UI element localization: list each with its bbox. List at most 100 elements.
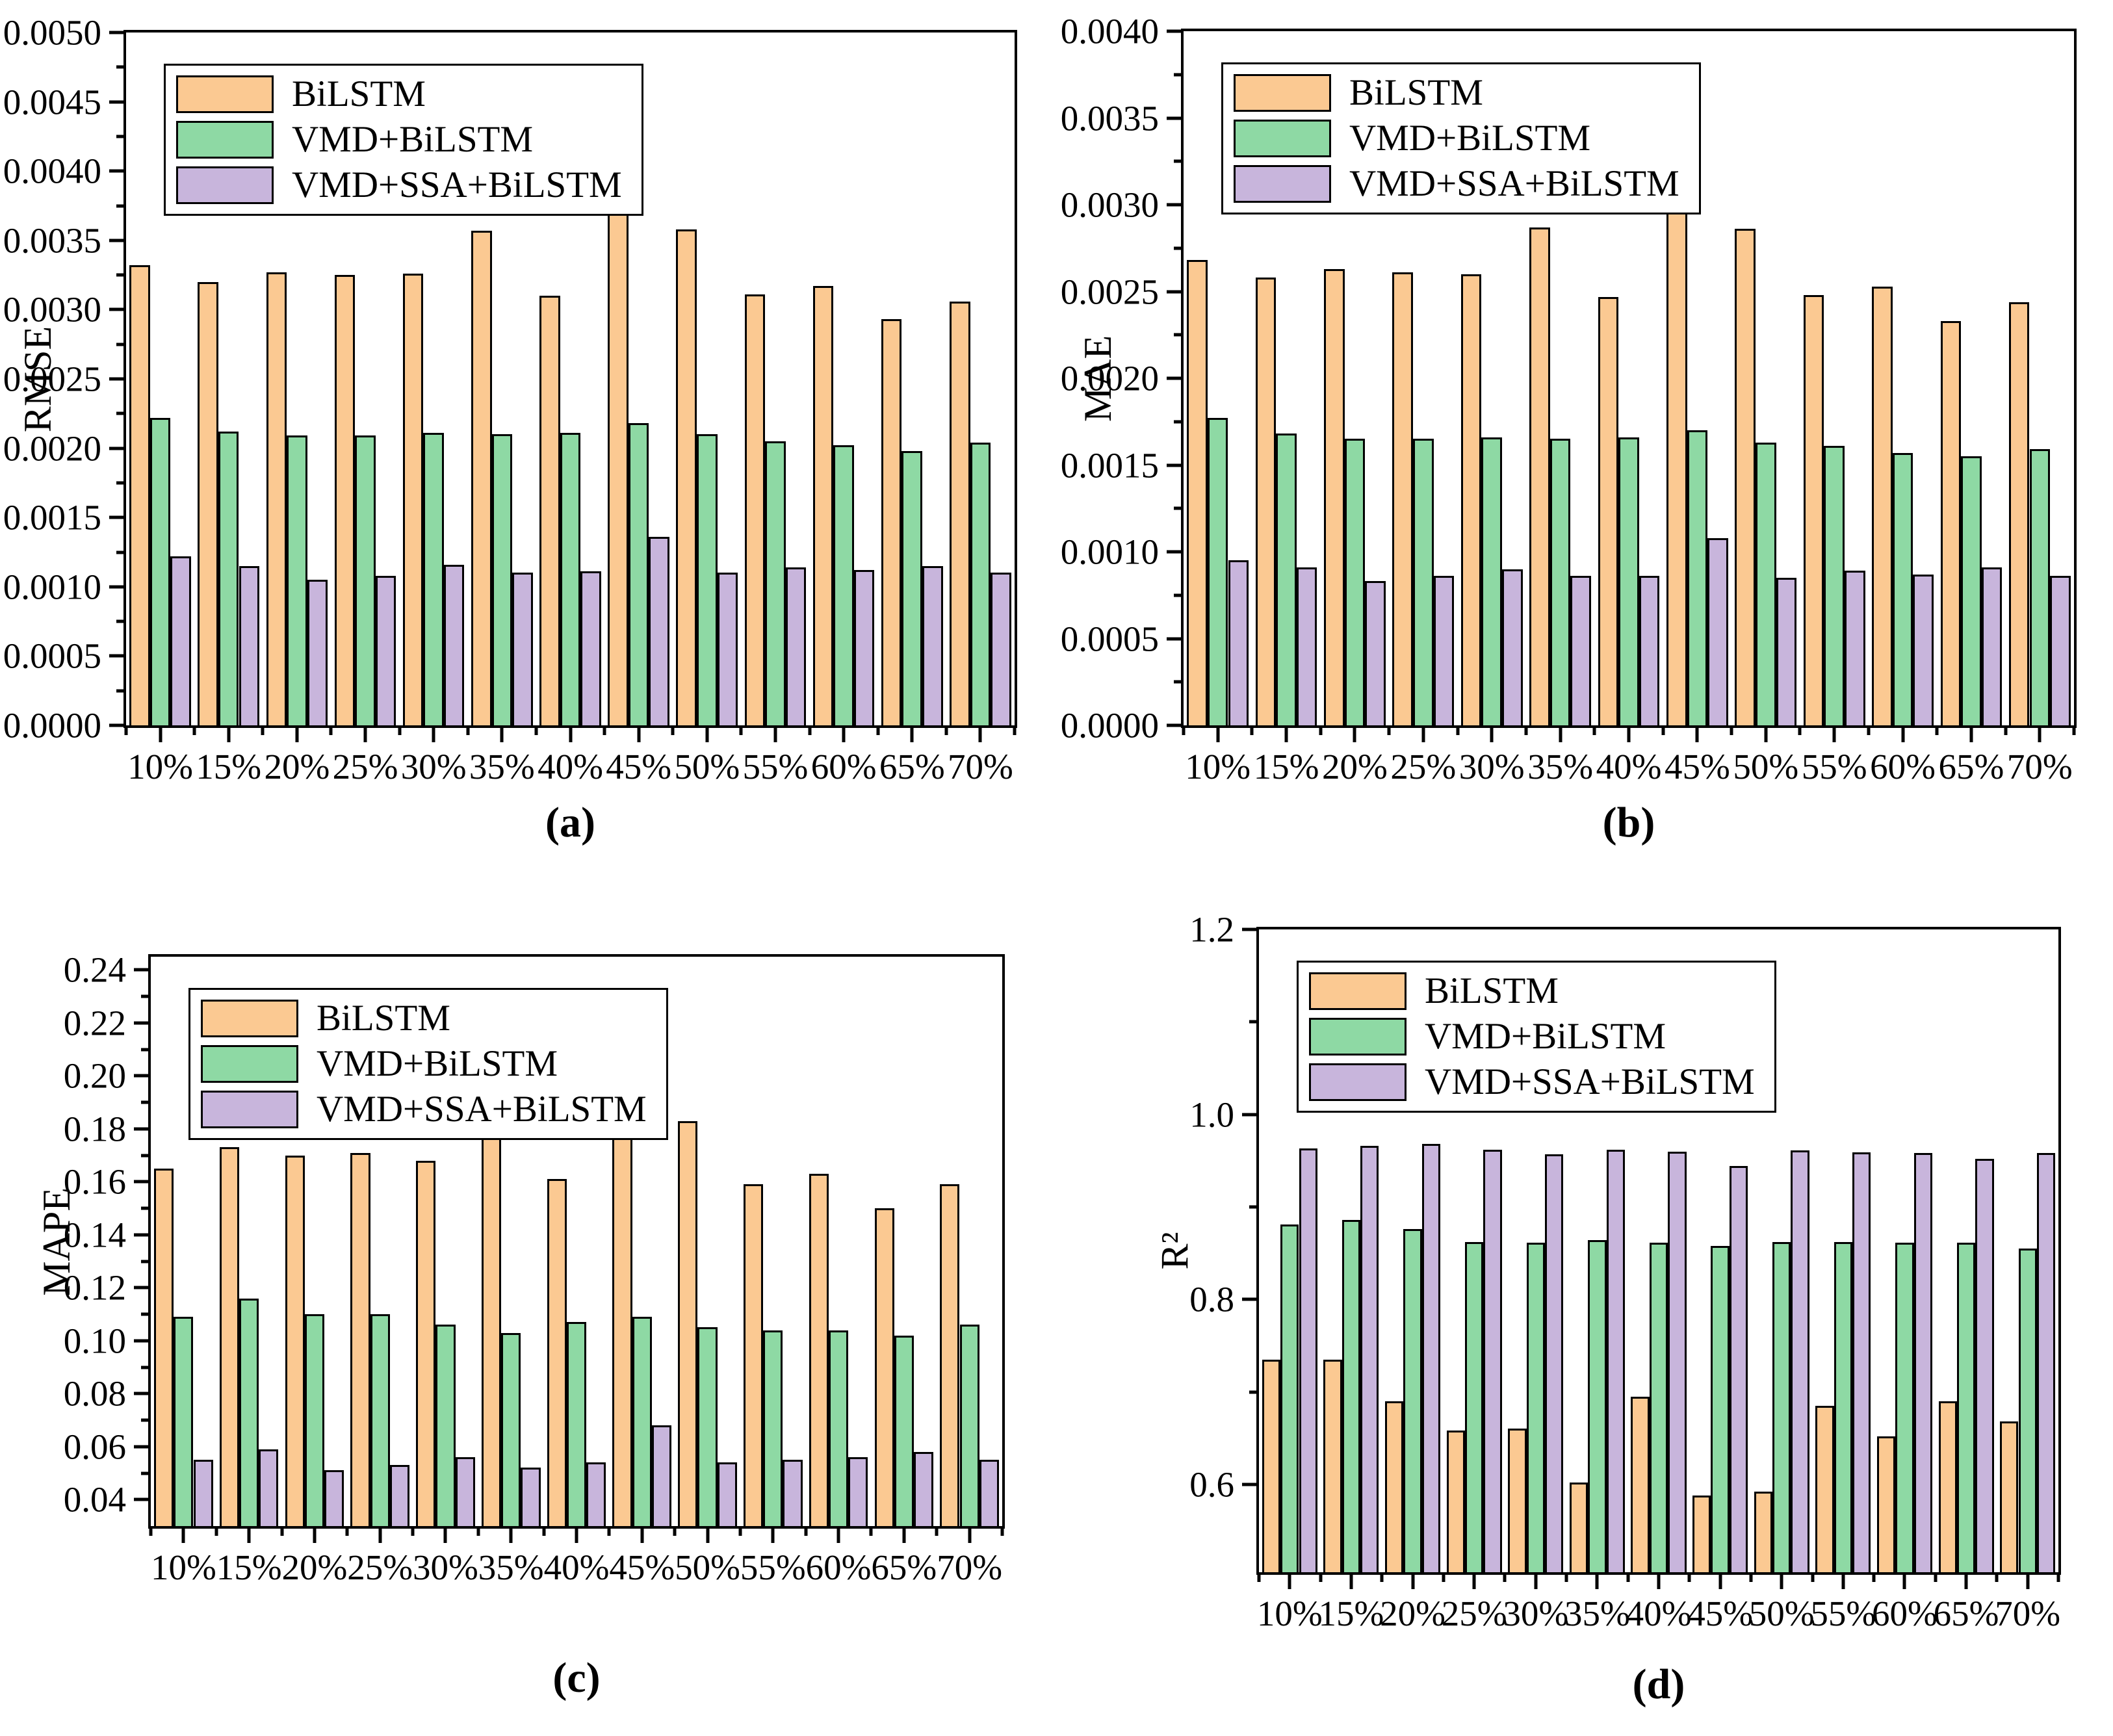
bar-VMD+SSA+BiLSTM-15% <box>1360 1146 1379 1572</box>
y-tick-label: 0.0040 <box>1060 11 1159 51</box>
y-minor-tick <box>116 273 126 277</box>
bar-BiLSTM-40% <box>539 296 560 725</box>
bar-VMD+BiLSTM-45% <box>632 1317 652 1526</box>
x-minor-tick <box>603 725 606 735</box>
x-tick-label: 60% <box>1872 1594 1938 1633</box>
bar-VMD+BiLSTM-15% <box>1342 1219 1361 1572</box>
bar-VMD+BiLSTM-10% <box>1280 1224 1299 1572</box>
x-minor-tick <box>1319 1572 1323 1582</box>
y-tick-label: 0.22 <box>63 1003 126 1043</box>
y-minor-tick <box>141 1471 151 1475</box>
x-tick-label: 70% <box>2006 747 2073 786</box>
x-tick-label: 10% <box>1256 1594 1323 1633</box>
x-minor-tick <box>1749 1572 1753 1582</box>
x-major-tick <box>902 1526 906 1543</box>
bar-VMD+BiLSTM-25% <box>1464 1241 1484 1572</box>
y-minor-tick <box>116 204 126 207</box>
legend-item-BiLSTM: BiLSTM <box>1234 73 1679 112</box>
bar-BiLSTM-20% <box>266 272 287 725</box>
bar-BiLSTM-50% <box>1735 229 1756 725</box>
y-major-tick <box>1167 116 1184 120</box>
y-minor-tick <box>1249 1390 1259 1393</box>
x-tick-label: 70% <box>1995 1594 2061 1633</box>
x-tick-label: 55% <box>1810 1594 1876 1633</box>
y-major-tick <box>1242 1483 1259 1486</box>
bar-VMD+BiLSTM-50% <box>1772 1241 1791 1572</box>
bar-BiLSTM-10% <box>154 1168 174 1526</box>
bar-VMD+SSA+BiLSTM-50% <box>717 573 738 725</box>
x-minor-tick <box>329 725 333 735</box>
bar-BiLSTM-45% <box>1692 1495 1711 1572</box>
x-major-tick <box>1901 725 1905 742</box>
plot-area-b: 0.0000 0.0005 0.0010 0.0015 0.0020 0.0025 0.00… <box>1061 14 2077 784</box>
bar-VMD+SSA+BiLSTM-40% <box>1668 1151 1687 1572</box>
x-minor-tick <box>1000 1526 1004 1536</box>
x-minor-tick <box>214 1526 218 1536</box>
bar-BiLSTM-65% <box>1938 1401 1957 1572</box>
legend-item-VMD+SSA+BiLSTM: VMD+SSA+BiLSTM <box>201 1088 647 1130</box>
bar-VMD+SSA+BiLSTM-55% <box>1852 1152 1871 1572</box>
bar-VMD+SSA+BiLSTM-60% <box>1913 1153 1933 1572</box>
bar-VMD+SSA+BiLSTM-20% <box>307 580 328 725</box>
x-major-tick <box>771 1526 775 1543</box>
y-tick-label: 0.0015 <box>3 497 101 538</box>
bar-BiLSTM-60% <box>809 1174 829 1526</box>
x-tick-label: 50% <box>1733 747 1799 786</box>
x-tick-label: 60% <box>1870 747 1936 786</box>
x-tick-label: 70% <box>937 1548 1003 1587</box>
legend-item-VMD+BiLSTM: VMD+BiLSTM <box>1234 118 1679 158</box>
x-minor-tick <box>1564 1572 1568 1582</box>
bar-VMD+SSA+BiLSTM-40% <box>580 571 601 725</box>
bar-VMD+SSA+BiLSTM-35% <box>521 1468 541 1526</box>
bar-BiLSTM-55% <box>1803 294 1824 725</box>
y-tick-label: 0.10 <box>63 1321 126 1361</box>
legend-item-BiLSTM: BiLSTM <box>1309 972 1755 1011</box>
bar-VMD+BiLSTM-70% <box>959 1325 979 1526</box>
bar-BiLSTM-25% <box>350 1152 370 1526</box>
bar-VMD+SSA+BiLSTM-55% <box>1844 571 1865 725</box>
bar-BiLSTM-35% <box>471 230 492 725</box>
panel-caption-d: (d) <box>1632 1661 1685 1708</box>
x-tick-label: 40% <box>1596 747 1662 786</box>
x-minor-tick <box>1661 725 1665 735</box>
bar-VMD+BiLSTM-60% <box>833 445 854 725</box>
y-tick-label: 0.0035 <box>1060 98 1159 138</box>
bar-BiLSTM-60% <box>1872 286 1893 725</box>
bar-BiLSTM-10% <box>1262 1359 1281 1572</box>
x-tick-label: 55% <box>742 747 809 786</box>
x-tick-label: 50% <box>1748 1594 1815 1633</box>
bar-VMD+BiLSTM-15% <box>1276 434 1297 725</box>
bar-VMD+BiLSTM-25% <box>370 1314 390 1526</box>
y-minor-tick <box>116 481 126 485</box>
bar-VMD+BiLSTM-70% <box>2029 449 2051 725</box>
x-major-tick <box>836 1526 840 1543</box>
bar-VMD+SSA+BiLSTM-65% <box>1975 1158 1994 1572</box>
legend-swatch-VMD+SSA+BiLSTM <box>1309 1063 1407 1101</box>
legend-label: VMD+BiLSTM <box>317 1043 558 1084</box>
bar-BiLSTM-70% <box>2000 1421 2019 1572</box>
x-tick-label: 45% <box>1664 747 1730 786</box>
bar-VMD+BiLSTM-40% <box>1649 1243 1668 1572</box>
y-major-tick <box>134 1074 151 1078</box>
bar-VMD+SSA+BiLSTM-30% <box>455 1457 475 1526</box>
bar-VMD+SSA+BiLSTM-65% <box>1981 567 2003 725</box>
x-tick-label: 40% <box>538 747 603 786</box>
x-tick-label: 30% <box>400 747 467 786</box>
x-major-tick <box>1657 1572 1661 1589</box>
legend-item-VMD+SSA+BiLSTM: VMD+SSA+BiLSTM <box>1234 164 1679 203</box>
legend-swatch-BiLSTM <box>201 999 298 1037</box>
y-minor-tick <box>141 1366 151 1369</box>
y-tick-label: 0.0025 <box>1060 272 1159 311</box>
legend-label: VMD+SSA+BiLSTM <box>317 1088 647 1130</box>
y-minor-tick <box>116 689 126 693</box>
x-tick-label: 25% <box>1390 747 1457 786</box>
bar-VMD+BiLSTM-40% <box>1618 437 1639 725</box>
legend: BiLSTM VMD+BiLSTM VMD+SSA+BiLSTM <box>1221 62 1701 214</box>
x-minor-tick <box>738 1526 742 1536</box>
bar-BiLSTM-65% <box>1940 320 1962 725</box>
x-minor-tick <box>476 1526 480 1536</box>
bar-VMD+BiLSTM-40% <box>566 1322 587 1526</box>
bar-VMD+BiLSTM-30% <box>1526 1243 1545 1572</box>
bar-BiLSTM-30% <box>416 1160 436 1526</box>
legend-item-VMD+SSA+BiLSTM: VMD+SSA+BiLSTM <box>176 165 622 205</box>
